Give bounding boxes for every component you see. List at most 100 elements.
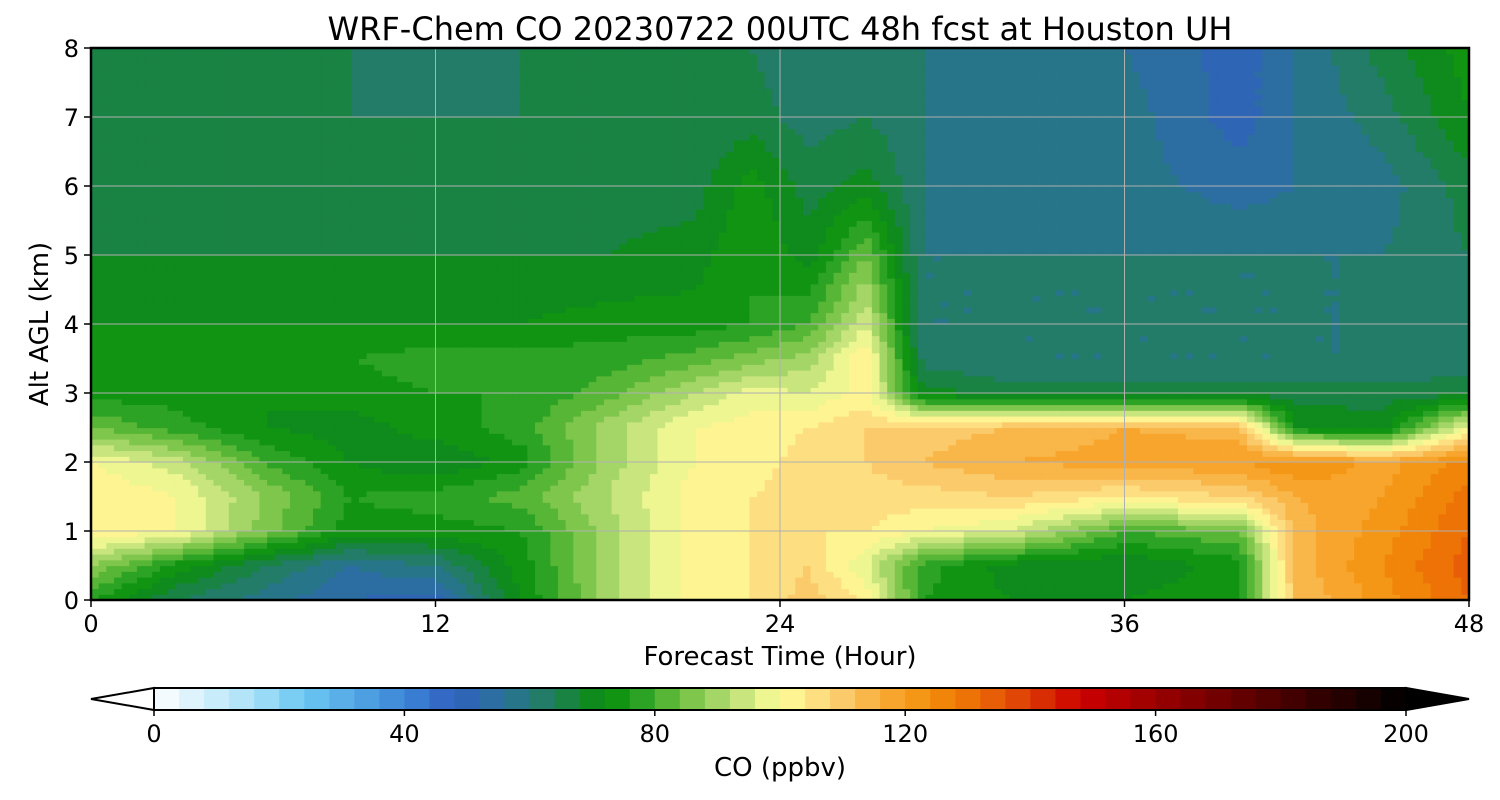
- heatmap-cell: [734, 571, 742, 577]
- heatmap-cell: [1285, 577, 1293, 583]
- heatmap-cell: [481, 537, 489, 543]
- heatmap-cell: [627, 451, 635, 457]
- heatmap-cell: [1400, 451, 1408, 457]
- heatmap-cell: [673, 439, 681, 445]
- heatmap-cell: [703, 589, 711, 595]
- heatmap-cell: [1178, 508, 1186, 514]
- heatmap-cell: [1216, 485, 1224, 491]
- heatmap-cell: [1140, 485, 1148, 491]
- heatmap-cell: [1247, 514, 1255, 520]
- heatmap-cell: [436, 439, 444, 445]
- heatmap-cell: [780, 445, 788, 451]
- heatmap-cell: [1048, 445, 1056, 451]
- heatmap-cell: [129, 566, 137, 572]
- heatmap-cell: [933, 485, 941, 491]
- heatmap-cell: [168, 583, 176, 589]
- heatmap-cell: [680, 474, 688, 480]
- heatmap-cell: [413, 502, 421, 508]
- heatmap-cell: [252, 554, 260, 560]
- heatmap-cell: [818, 491, 826, 497]
- heatmap-cell: [742, 577, 750, 583]
- heatmap-cell: [252, 445, 260, 451]
- heatmap-cell: [267, 502, 275, 508]
- heatmap-cell: [658, 497, 666, 503]
- heatmap-cell: [374, 520, 382, 526]
- heatmap-cell: [213, 491, 221, 497]
- heatmap-cell: [481, 451, 489, 457]
- heatmap-cell: [543, 560, 551, 566]
- heatmap-cell: [734, 531, 742, 537]
- heatmap-cell: [1400, 520, 1408, 526]
- heatmap-cell: [374, 491, 382, 497]
- heatmap-cell: [604, 589, 612, 595]
- heatmap-cell: [1316, 462, 1324, 468]
- heatmap-cell: [443, 491, 451, 497]
- heatmap-cell: [902, 485, 910, 491]
- heatmap-cell: [114, 508, 122, 514]
- heatmap-cell: [971, 560, 979, 566]
- heatmap-cell: [573, 589, 581, 595]
- heatmap-cell: [1186, 491, 1194, 497]
- heatmap-cell: [658, 468, 666, 474]
- heatmap-cell: [1170, 531, 1178, 537]
- heatmap-cell: [765, 560, 773, 566]
- heatmap-cell: [351, 548, 359, 554]
- heatmap-cell: [152, 537, 160, 543]
- heatmap-cell: [1301, 554, 1309, 560]
- heatmap-cell: [1086, 537, 1094, 543]
- heatmap-cell: [849, 485, 857, 491]
- heatmap-cell: [520, 485, 528, 491]
- heatmap-cell: [1438, 474, 1446, 480]
- heatmap-cell: [673, 589, 681, 595]
- heatmap-cell: [880, 554, 888, 560]
- heatmap-cell: [535, 485, 543, 491]
- heatmap-cell: [596, 554, 604, 560]
- chart-title: WRF-Chem CO 20230722 00UTC 48h fcst at H…: [328, 10, 1233, 48]
- heatmap-cell: [818, 485, 826, 491]
- heatmap-cell: [512, 589, 520, 595]
- heatmap-cell: [145, 445, 153, 451]
- heatmap-cell: [351, 502, 359, 508]
- heatmap-cell: [1308, 543, 1316, 549]
- heatmap-cell: [1377, 548, 1385, 554]
- heatmap-cell: [612, 554, 620, 560]
- heatmap-cell: [1431, 497, 1439, 503]
- heatmap-cell: [1186, 462, 1194, 468]
- heatmap-cell: [512, 577, 520, 583]
- heatmap-cell: [405, 560, 413, 566]
- heatmap-cell: [367, 560, 375, 566]
- heatmap-cell: [1385, 566, 1393, 572]
- heatmap-cell: [466, 445, 474, 451]
- heatmap-cell: [573, 445, 581, 451]
- heatmap-cell: [1079, 583, 1087, 589]
- heatmap-cell: [428, 583, 436, 589]
- heatmap-cell: [1010, 583, 1018, 589]
- heatmap-cell: [857, 497, 865, 503]
- heatmap-cell: [1293, 571, 1301, 577]
- heatmap-cell: [405, 491, 413, 497]
- heatmap-cell: [512, 583, 520, 589]
- heatmap-cell: [244, 445, 252, 451]
- heatmap-cell: [489, 531, 497, 537]
- heatmap-cell: [520, 491, 528, 497]
- heatmap-cell: [1377, 520, 1385, 526]
- heatmap-cell: [1010, 560, 1018, 566]
- heatmap-cell: [129, 577, 137, 583]
- heatmap-cell: [1301, 502, 1309, 508]
- heatmap-cell: [719, 468, 727, 474]
- heatmap-cell: [1331, 531, 1339, 537]
- heatmap-cell: [106, 508, 114, 514]
- heatmap-cell: [1010, 462, 1018, 468]
- heatmap-cell: [1270, 531, 1278, 537]
- heatmap-cell: [1415, 514, 1423, 520]
- heatmap-cell: [658, 583, 666, 589]
- heatmap-cell: [1347, 502, 1355, 508]
- heatmap-cell: [734, 566, 742, 572]
- heatmap-cell: [941, 531, 949, 537]
- heatmap-cell: [1377, 474, 1385, 480]
- heatmap-cell: [168, 520, 176, 526]
- heatmap-cell: [925, 491, 933, 497]
- heatmap-cell: [987, 514, 995, 520]
- heatmap-cell: [129, 514, 137, 520]
- heatmap-cell: [1178, 520, 1186, 526]
